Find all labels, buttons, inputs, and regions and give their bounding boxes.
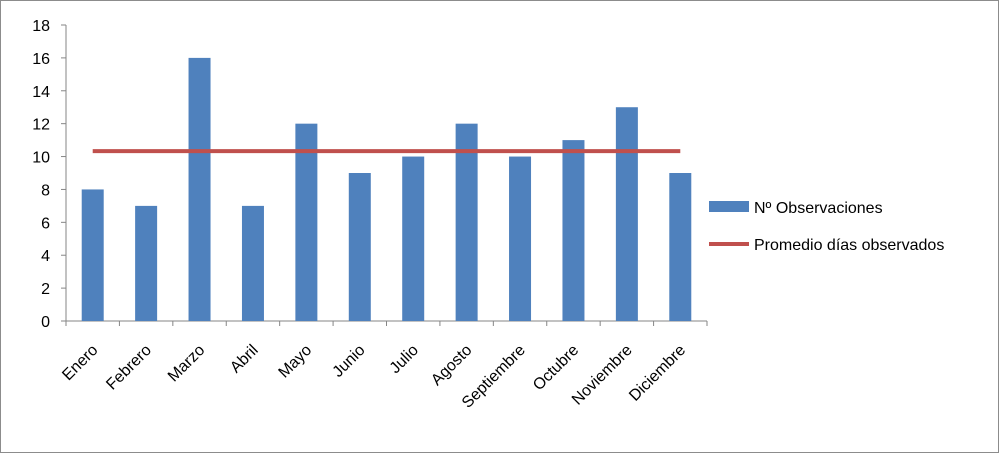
- bar-junio: [348, 173, 371, 321]
- legend: Nº Observaciones Promedio días observado…: [709, 200, 944, 254]
- bar-julio: [402, 156, 425, 321]
- y-tick-label: 14: [32, 84, 50, 101]
- bar-marzo: [188, 57, 211, 322]
- legend-swatch-observaciones: [709, 201, 749, 212]
- x-tick-label: Marzo: [165, 342, 209, 386]
- y-tick-label: 8: [41, 182, 50, 199]
- x-tick-labels: Enero Febrero Marzo Abril Mayo Junio Julio Agos…: [59, 342, 689, 412]
- bars: [81, 57, 692, 322]
- y-tick-label: 12: [32, 117, 50, 134]
- x-tick-label: Abril: [227, 342, 262, 377]
- y-tick-labels: 0 2 4 6 8 10 12 14 16 18: [32, 18, 50, 331]
- bar-diciembre: [669, 173, 692, 321]
- bar-septiembre: [509, 156, 532, 321]
- x-tick-label: Febrero: [103, 342, 155, 394]
- x-tick-label: Agosto: [428, 342, 475, 389]
- x-tick-label: Mayo: [276, 342, 316, 382]
- legend-label-promedio: Promedio días observados: [754, 237, 944, 254]
- bar-enero: [81, 189, 104, 321]
- bar-octubre: [562, 140, 585, 321]
- y-tick-label: 0: [41, 314, 50, 331]
- bar-abril: [241, 205, 264, 321]
- y-tick-label: 18: [32, 18, 50, 35]
- y-tick-label: 4: [41, 248, 50, 265]
- bar-noviembre: [615, 107, 638, 321]
- y-tick-label: 2: [41, 281, 50, 298]
- y-tick-label: 6: [41, 215, 50, 232]
- bar-mayo: [295, 123, 318, 322]
- y-tick-label: 16: [32, 51, 50, 68]
- x-tick-label: Octubre: [530, 342, 582, 394]
- bar-febrero: [135, 205, 158, 321]
- y-tick-label: 10: [32, 150, 50, 167]
- x-tick-label: Julio: [387, 342, 422, 377]
- legend-label-observaciones: Nº Observaciones: [754, 200, 883, 217]
- x-tick-label: Diciembre: [626, 342, 689, 405]
- axes: [61, 24, 708, 326]
- x-tick-label: Junio: [330, 342, 369, 381]
- x-tick-label: Enero: [59, 342, 101, 384]
- bar-agosto: [455, 123, 478, 322]
